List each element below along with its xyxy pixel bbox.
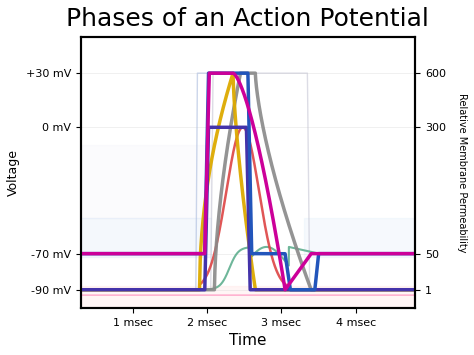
Y-axis label: Voltage: Voltage <box>7 149 20 196</box>
Title: Phases of an Action Potential: Phases of an Action Potential <box>66 7 429 31</box>
Y-axis label: Relative Membrane Permeability: Relative Membrane Permeability <box>457 93 467 252</box>
X-axis label: Time: Time <box>229 333 267 348</box>
